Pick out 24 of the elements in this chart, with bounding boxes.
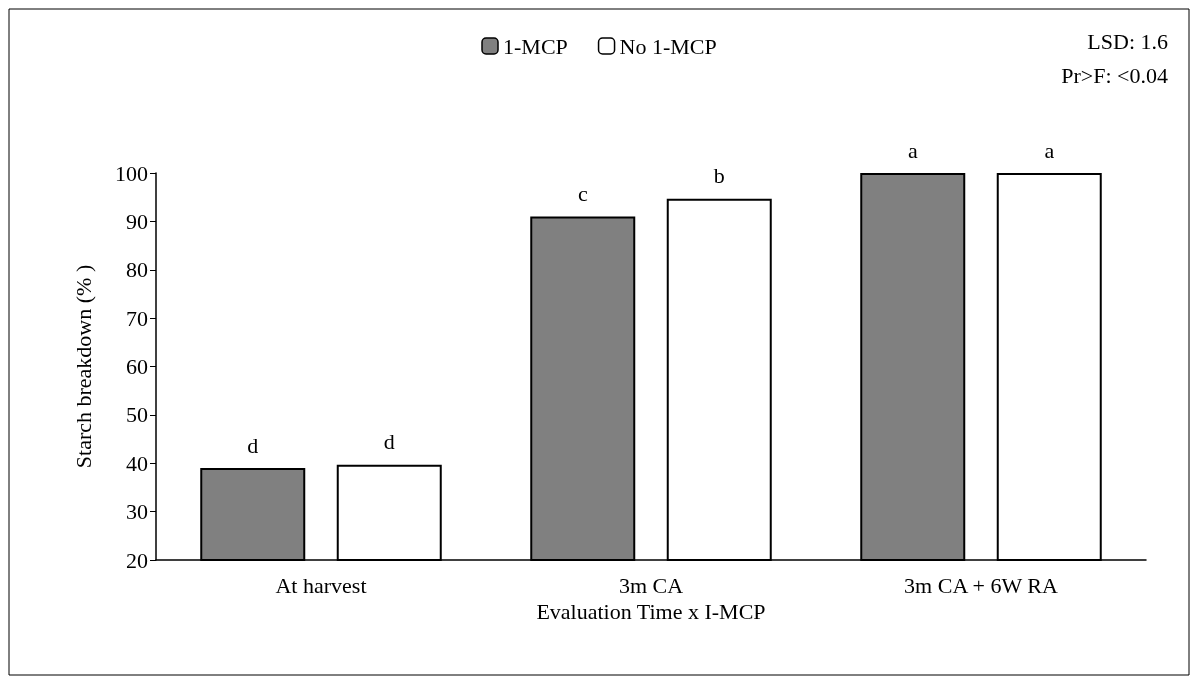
y-tick-label: 40 [126, 450, 148, 476]
y-tick-label: 100 [115, 160, 148, 186]
data-label: d [247, 432, 259, 458]
data-label: d [383, 429, 395, 455]
text: LSD: 1.6 [1087, 28, 1169, 54]
x-tick-label: 3m CA [618, 572, 684, 598]
data-label: a [1044, 137, 1055, 163]
text: Pr>F: <0.04 [1061, 62, 1169, 88]
legend-label: No 1-MCP [619, 33, 717, 59]
legend-label: 1-MCP [503, 33, 568, 59]
y-tick-label: 80 [126, 257, 148, 283]
y-tick-label: 30 [126, 499, 148, 525]
x-tick-label: At harvest [275, 572, 367, 598]
y-tick-label: 50 [126, 402, 148, 428]
y-axis-title: Starch breakdown (% ) [70, 264, 96, 469]
data-label: a [907, 137, 918, 163]
y-tick-label: 90 [126, 208, 148, 234]
x-tick-label: 3m CA + 6W RA [904, 572, 1059, 598]
y-tick-label: 60 [126, 354, 148, 379]
y-tick-label: 70 [126, 305, 148, 331]
data-label: b [713, 163, 725, 189]
x-axis-title: Evaluation Time x I-MCP [536, 599, 766, 625]
y-tick-label: 20 [126, 547, 148, 573]
data-label: c [577, 181, 588, 207]
